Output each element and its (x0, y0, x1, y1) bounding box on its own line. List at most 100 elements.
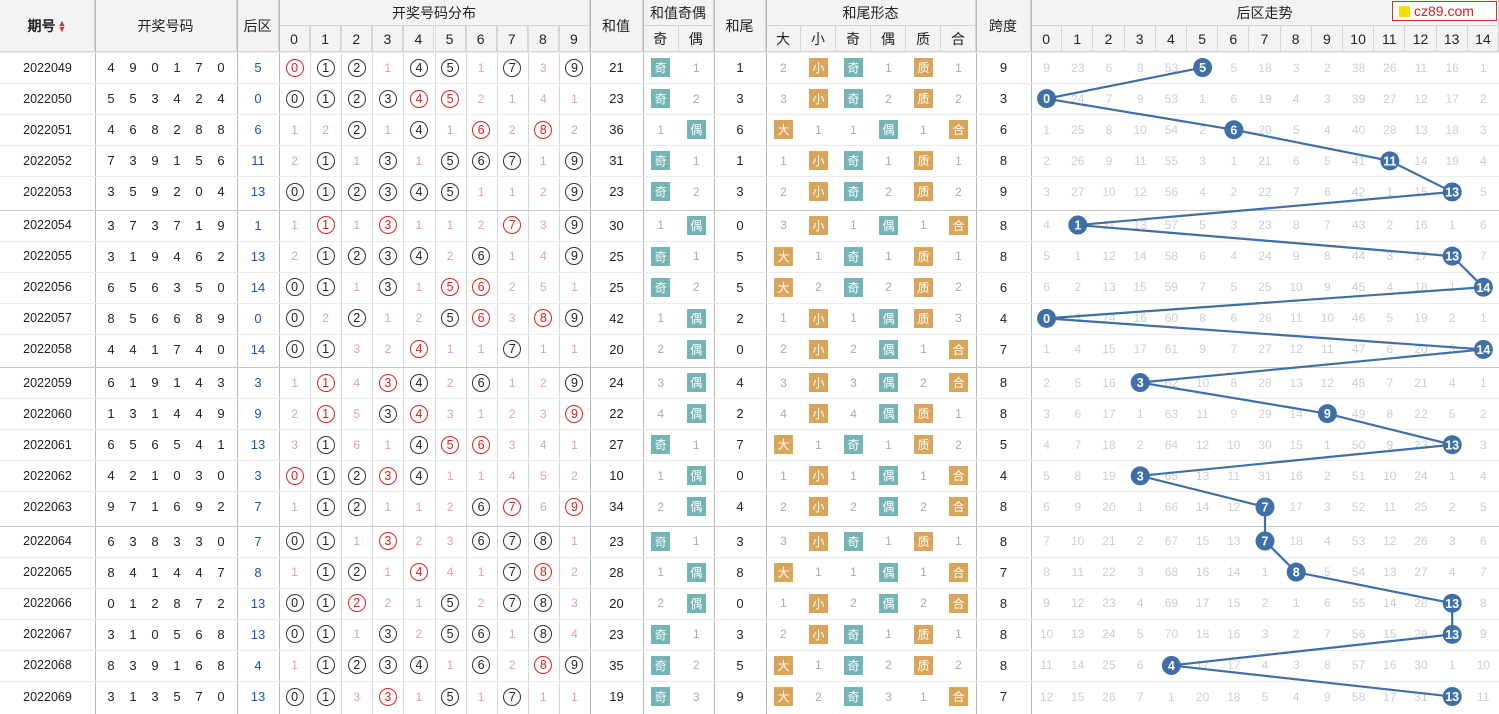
trend-miss: 57 (1351, 658, 1366, 673)
back-number: 0 (254, 310, 262, 326)
sum-value: 19 (609, 689, 624, 705)
tf-odd: 奇 (836, 272, 871, 303)
sort-icon[interactable]: ▲ ▼ (57, 17, 67, 34)
tf-prime-tag: 质 (914, 531, 933, 551)
draw-number: 7 (217, 564, 225, 580)
row-divider (0, 240, 1499, 242)
dist-ball: 7 (503, 687, 522, 706)
trend-miss: 13 (1102, 280, 1116, 295)
draw-number: 4 (217, 91, 225, 107)
back-number: 14 (250, 341, 266, 357)
header-draw: 开奖号码 (95, 0, 237, 52)
sum-even-miss: 1 (692, 60, 700, 75)
dist-cell: 4 (403, 241, 434, 272)
trend-miss: 1 (1386, 184, 1394, 199)
tf-even: 偶 (871, 210, 906, 241)
header-tf-odd: 奇 (836, 26, 871, 52)
dist-cell: 4 (403, 334, 434, 365)
dist-cell: 1 (279, 557, 310, 588)
draw-number: 0 (173, 468, 181, 484)
trend-miss: 21 (1102, 534, 1116, 549)
dist-cell: 1 (403, 491, 434, 522)
draw-number: 3 (129, 406, 137, 422)
dist-cell: 1 (310, 491, 341, 522)
trend-miss: 23 (1258, 218, 1272, 233)
trend-miss: 5 (1448, 406, 1456, 421)
dist-miss: 4 (540, 249, 547, 264)
trend-miss: 9 (1292, 249, 1300, 264)
tf-small-tag: 小 (809, 593, 828, 613)
draw-number: 5 (129, 279, 137, 295)
dist-miss: 4 (540, 437, 547, 452)
dist-cell: 2 (466, 588, 497, 619)
sum-even-tag: 偶 (686, 215, 706, 235)
trend-miss: 3 (1261, 627, 1269, 642)
dist-cell: 1 (497, 619, 528, 650)
trend-miss: 14 (1289, 406, 1303, 421)
tf-big: 3 (766, 210, 801, 241)
trend-miss: 4 (1324, 122, 1331, 137)
trend-miss: 48 (1351, 375, 1366, 390)
span-value: 9 (999, 184, 1008, 200)
tf-prime-tag: 质 (914, 151, 933, 171)
dist-cell: 6 (528, 491, 559, 522)
trend-miss: 3 (1480, 122, 1487, 137)
sum-odd: 奇 (643, 619, 679, 650)
tf-small-tag: 小 (809, 373, 828, 393)
dist-cell: 5 (435, 83, 466, 114)
trend-miss: 7 (1105, 91, 1113, 106)
back-number: 3 (254, 468, 262, 484)
header-issue[interactable]: 期号 ▲ ▼ (0, 0, 95, 52)
span-value: 3 (999, 91, 1008, 107)
trend-point: 0 (1037, 308, 1057, 328)
trend-miss: 12 (1227, 499, 1241, 514)
dist-ball: 4 (409, 182, 428, 201)
trend-miss: 56 (1164, 184, 1179, 199)
trend-point-label: 13 (1445, 250, 1459, 264)
tf-small-tag: 小 (809, 497, 828, 517)
trend-miss: 41 (1351, 153, 1366, 168)
dist-ball: 7 (503, 151, 522, 170)
draw-number: 0 (217, 279, 225, 295)
tf-small: 1 (801, 114, 836, 145)
draw-number: 5 (195, 279, 203, 295)
dist-cell: 1 (435, 460, 466, 491)
dist-ball: 4 (409, 435, 428, 454)
header-trend-digit: 9 (1311, 26, 1343, 52)
trend-miss: 66 (1164, 499, 1179, 514)
dist-miss: 2 (508, 658, 516, 673)
dist-ball: 1 (316, 687, 335, 706)
trend-miss: 38 (1351, 60, 1366, 75)
trend-miss: 6 (1324, 184, 1331, 199)
row-divider (0, 491, 1499, 493)
trend-miss: 19 (1414, 311, 1428, 326)
tf-big-miss: 1 (780, 596, 787, 611)
tf-composite: 1 (941, 145, 976, 176)
dist-cell: 2 (466, 210, 497, 241)
draw-number: 6 (173, 499, 181, 515)
sum-value: 23 (609, 184, 624, 200)
dist-cell: 5 (435, 145, 466, 176)
dist-ball: 7 (503, 594, 522, 613)
span-value: 6 (999, 279, 1008, 295)
trend-miss: 13 (1195, 468, 1210, 483)
header-dist-digit: 2 (341, 26, 373, 52)
dist-cell: 2 (403, 619, 434, 650)
dist-cell: 3 (279, 429, 310, 460)
dist-cell: 6 (466, 526, 497, 557)
trend-miss: 18 (1258, 60, 1272, 75)
site-logo[interactable]: cz89.com (1392, 1, 1497, 21)
tf-composite-tag: 合 (949, 373, 968, 393)
tf-big: 2 (766, 52, 801, 83)
trend-miss: 11 (1227, 468, 1241, 483)
trend-point: 13 (1442, 182, 1462, 202)
issue-number: 2022064 (23, 534, 72, 549)
header-prime: 质 (906, 26, 941, 52)
tf-even-tag: 偶 (879, 215, 898, 235)
trend-miss: 1 (1199, 91, 1206, 106)
draw-number: 4 (107, 468, 115, 484)
trend-point-label: 3 (1137, 469, 1144, 483)
dist-ball: 9 (565, 656, 584, 675)
dist-cell: 1 (528, 145, 559, 176)
trend-miss: 18 (1195, 627, 1210, 642)
